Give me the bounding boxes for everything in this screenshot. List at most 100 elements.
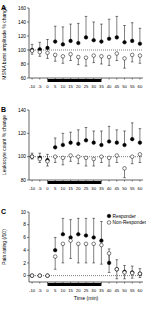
x-tick-label: 45: [114, 288, 119, 293]
x-tick-label: 55: [130, 288, 135, 293]
x-tick-label: 40: [107, 288, 112, 293]
y-tick: [27, 50, 29, 51]
data-point: [123, 167, 127, 171]
error-cap: [54, 162, 57, 163]
plot-area: [29, 123, 143, 178]
x-tick: [132, 282, 133, 284]
error-cap: [77, 64, 80, 65]
data-point: [138, 272, 142, 276]
data-point: [107, 55, 111, 59]
x-tick-label: -5: [38, 288, 42, 293]
data-point: [92, 141, 96, 145]
x-tick: [139, 180, 140, 182]
data-point: [61, 55, 65, 59]
y-tick: [27, 262, 29, 263]
x-tick-label: 35: [99, 84, 104, 89]
data-point: [53, 255, 57, 259]
data-point: [138, 272, 142, 276]
x-tick-label: -10: [29, 288, 36, 293]
x-tick: [39, 282, 40, 284]
data-point: [92, 242, 96, 246]
x-tick: [32, 78, 33, 80]
error-cap: [69, 60, 72, 61]
legend-marker: [107, 221, 111, 225]
error-bar: [78, 23, 79, 43]
y-tick: [27, 212, 29, 213]
y-tick-label: 100: [18, 48, 26, 53]
data-point: [115, 267, 119, 271]
error-bar: [116, 16, 117, 37]
data-point: [38, 157, 42, 161]
x-tick: [109, 180, 110, 182]
x-tick-label: 5: [54, 288, 57, 293]
error-bar: [78, 244, 79, 263]
error-bar: [62, 27, 63, 45]
x-tick-label: 35: [99, 186, 104, 191]
data-point: [46, 274, 50, 278]
data-point: [30, 155, 34, 159]
error-cap: [131, 278, 134, 279]
error-cap: [85, 262, 88, 263]
error-cap: [85, 218, 88, 219]
error-cap: [131, 22, 134, 23]
error-cap: [123, 131, 126, 132]
error-cap: [116, 162, 119, 163]
y-axis: [29, 110, 30, 180]
data-point: [123, 271, 127, 275]
error-cap: [77, 163, 80, 164]
error-bar: [101, 222, 102, 241]
y-tick: [27, 8, 29, 9]
error-cap: [139, 63, 142, 64]
x-tick-label: 55: [130, 186, 135, 191]
x-tick-label: 15: [68, 186, 73, 191]
data-point: [107, 140, 111, 144]
error-cap: [100, 131, 103, 132]
x-tick: [116, 180, 117, 182]
data-point: [61, 232, 65, 236]
panel: CPain rating (/10)0246810-10-50510152025…: [1, 208, 146, 301]
data-point: [138, 54, 142, 58]
error-bar: [86, 16, 87, 37]
y-tick: [27, 78, 29, 79]
data-point: [115, 52, 119, 56]
x-tick-label: 25: [84, 288, 89, 293]
error-cap: [54, 26, 57, 27]
x-tick: [109, 282, 110, 284]
data-point: [100, 143, 104, 147]
x-tick: [32, 180, 33, 182]
error-cap: [108, 272, 111, 273]
y-tick-label: 6: [23, 235, 26, 240]
data-point: [115, 36, 119, 40]
y-tick: [27, 156, 29, 157]
x-tick-label: 60: [138, 186, 143, 191]
data-point: [100, 55, 104, 59]
error-bar: [93, 244, 94, 263]
data-point: [69, 141, 73, 145]
error-bar: [124, 26, 125, 43]
error-cap: [131, 266, 134, 267]
error-cap: [38, 153, 41, 154]
data-point: [130, 271, 134, 275]
y-tick-label: 10: [21, 210, 27, 215]
error-cap: [100, 264, 103, 265]
error-cap: [131, 122, 134, 123]
x-tick-label: 0: [46, 288, 49, 293]
data-point: [100, 40, 104, 44]
y-tick: [27, 22, 29, 23]
y-tick: [27, 110, 29, 111]
error-cap: [38, 56, 41, 57]
x-tick-label: 5: [54, 186, 57, 191]
data-point: [30, 274, 34, 278]
legend: ResponderNon-Responder: [107, 214, 146, 226]
panel: BLeukocyte count % change80100120140-10-…: [1, 106, 143, 191]
data-point: [138, 42, 142, 46]
error-cap: [139, 268, 142, 269]
data-point: [69, 52, 73, 56]
data-point: [107, 252, 111, 256]
data-point: [76, 232, 80, 236]
y-label: MSNA burst amplitude % change: [1, 6, 7, 80]
y-label: Leukocyte count % change: [1, 115, 7, 175]
error-cap: [46, 166, 49, 167]
x-tick-label: 40: [107, 84, 112, 89]
x-tick: [32, 282, 33, 284]
